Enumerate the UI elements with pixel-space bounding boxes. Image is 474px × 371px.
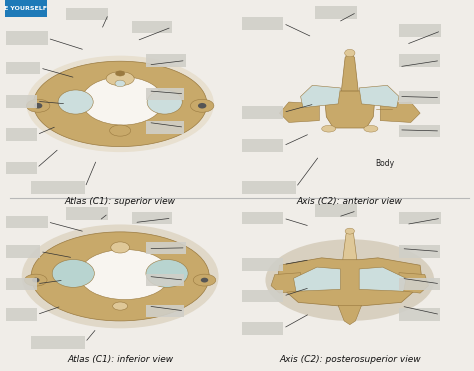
FancyBboxPatch shape (132, 21, 172, 33)
Polygon shape (380, 102, 420, 122)
Ellipse shape (364, 125, 378, 132)
FancyBboxPatch shape (399, 91, 440, 104)
FancyBboxPatch shape (132, 212, 172, 224)
Ellipse shape (109, 125, 131, 136)
Ellipse shape (79, 249, 171, 300)
Ellipse shape (191, 99, 214, 112)
FancyBboxPatch shape (242, 290, 283, 302)
Ellipse shape (116, 71, 125, 76)
FancyBboxPatch shape (315, 204, 357, 217)
Polygon shape (359, 85, 399, 108)
Polygon shape (338, 305, 362, 325)
FancyBboxPatch shape (146, 274, 184, 286)
Polygon shape (343, 230, 357, 260)
Ellipse shape (31, 232, 209, 321)
Text: E YOURSELF: E YOURSELF (4, 6, 47, 11)
FancyBboxPatch shape (399, 308, 440, 321)
FancyBboxPatch shape (399, 125, 440, 137)
Ellipse shape (22, 224, 219, 328)
FancyBboxPatch shape (242, 106, 283, 119)
FancyBboxPatch shape (6, 128, 37, 141)
Ellipse shape (32, 278, 39, 283)
Ellipse shape (322, 125, 336, 132)
FancyBboxPatch shape (6, 308, 37, 321)
Ellipse shape (198, 103, 206, 109)
Polygon shape (399, 273, 428, 293)
FancyBboxPatch shape (6, 62, 40, 74)
Polygon shape (293, 267, 340, 291)
Polygon shape (277, 258, 422, 306)
FancyBboxPatch shape (6, 278, 37, 290)
Text: Axis (C2): posterosuperior view: Axis (C2): posterosuperior view (279, 355, 420, 364)
Ellipse shape (58, 90, 93, 114)
Polygon shape (280, 102, 319, 122)
FancyBboxPatch shape (146, 54, 186, 67)
FancyBboxPatch shape (242, 258, 283, 271)
FancyBboxPatch shape (315, 6, 357, 19)
FancyBboxPatch shape (146, 242, 186, 254)
Text: Atlas (C1): superior view: Atlas (C1): superior view (64, 197, 176, 206)
Ellipse shape (345, 49, 355, 57)
FancyBboxPatch shape (242, 181, 296, 194)
Ellipse shape (27, 56, 214, 152)
Ellipse shape (106, 72, 134, 86)
FancyBboxPatch shape (399, 278, 440, 290)
Polygon shape (341, 52, 358, 91)
Ellipse shape (115, 80, 125, 87)
FancyBboxPatch shape (399, 24, 441, 37)
Text: Axis (C2): anterior view: Axis (C2): anterior view (297, 197, 403, 206)
FancyBboxPatch shape (146, 305, 184, 317)
Ellipse shape (25, 274, 47, 286)
Polygon shape (34, 61, 207, 147)
Ellipse shape (52, 260, 94, 287)
FancyBboxPatch shape (146, 121, 184, 134)
FancyBboxPatch shape (242, 212, 283, 224)
Polygon shape (301, 85, 340, 108)
FancyBboxPatch shape (146, 88, 184, 100)
FancyBboxPatch shape (6, 162, 37, 174)
FancyBboxPatch shape (6, 216, 47, 228)
FancyBboxPatch shape (66, 8, 109, 20)
FancyBboxPatch shape (399, 245, 440, 258)
FancyBboxPatch shape (242, 17, 283, 30)
Ellipse shape (113, 302, 128, 310)
FancyBboxPatch shape (399, 54, 440, 67)
Text: Atlas (C1): inferior view: Atlas (C1): inferior view (67, 355, 173, 364)
Ellipse shape (27, 99, 50, 112)
Text: Body: Body (375, 159, 395, 168)
FancyBboxPatch shape (6, 95, 37, 108)
FancyBboxPatch shape (6, 31, 47, 45)
Ellipse shape (82, 77, 164, 125)
Polygon shape (359, 267, 406, 291)
Ellipse shape (34, 103, 42, 109)
FancyBboxPatch shape (31, 181, 85, 194)
Ellipse shape (265, 239, 434, 321)
Ellipse shape (111, 242, 129, 253)
Ellipse shape (193, 274, 216, 286)
Ellipse shape (147, 90, 182, 114)
Ellipse shape (146, 260, 188, 287)
Polygon shape (324, 91, 375, 128)
Ellipse shape (201, 278, 208, 283)
FancyBboxPatch shape (6, 245, 40, 258)
FancyBboxPatch shape (5, 0, 46, 17)
Ellipse shape (345, 228, 355, 234)
FancyBboxPatch shape (242, 322, 283, 335)
Polygon shape (271, 273, 301, 293)
FancyBboxPatch shape (31, 336, 85, 349)
FancyBboxPatch shape (242, 139, 283, 152)
FancyBboxPatch shape (399, 212, 441, 224)
FancyBboxPatch shape (66, 207, 109, 220)
